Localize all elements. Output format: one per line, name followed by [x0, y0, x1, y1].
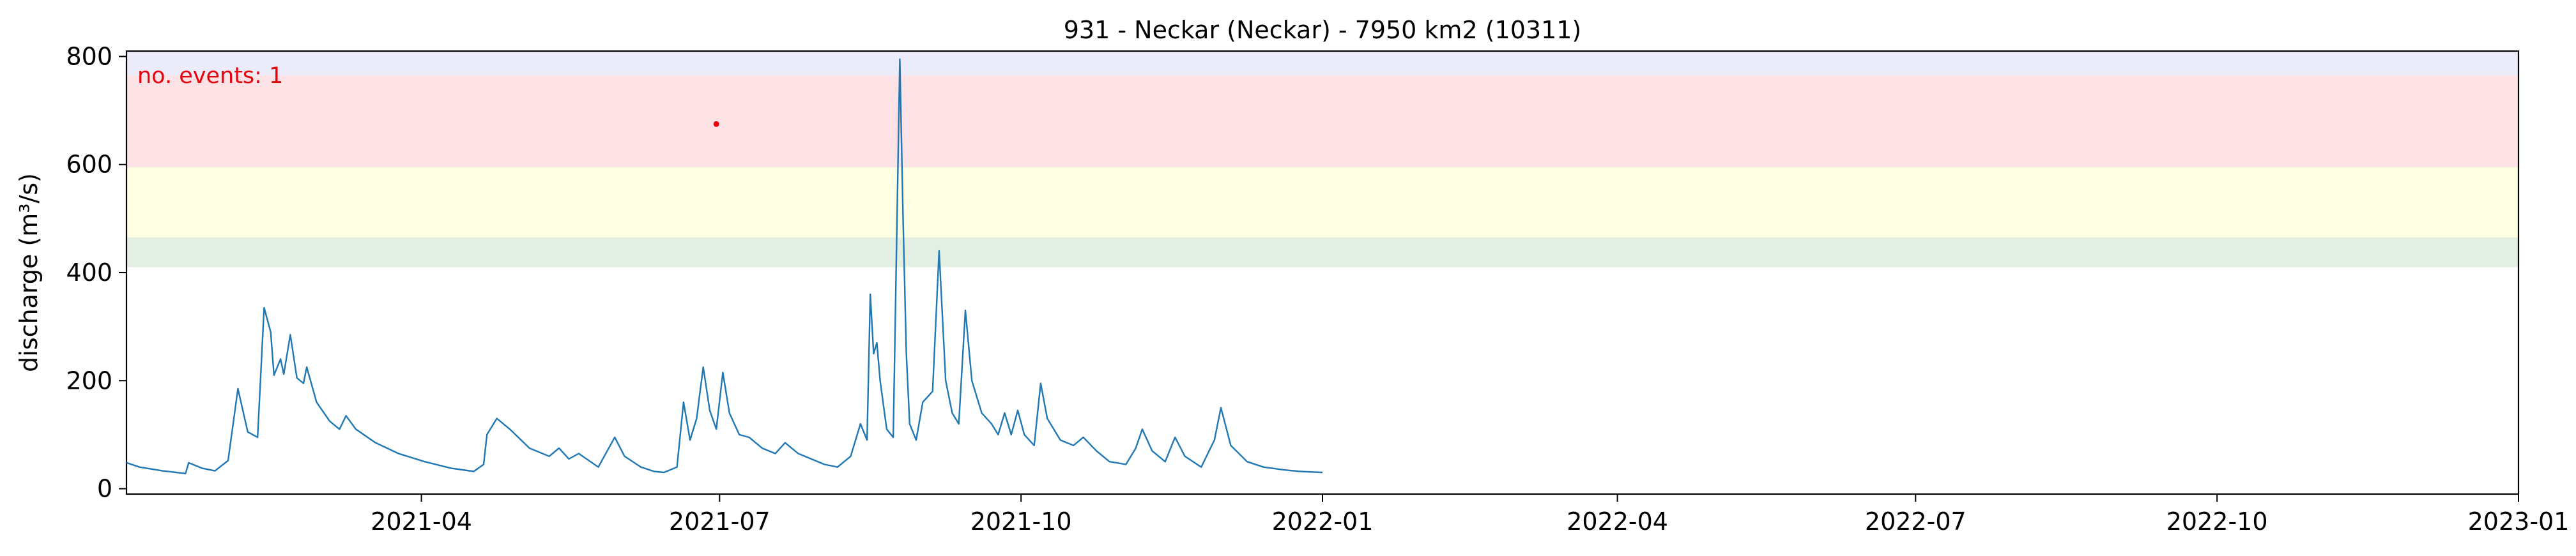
y-axis: 0 200 400 600 800 [66, 42, 126, 503]
y-tick-label-2: 200 [66, 366, 112, 394]
x-tick-label-1: 2021-04 [371, 507, 472, 536]
threshold-band-2 [126, 167, 2518, 237]
x-tick-label-4: 2022-01 [1272, 507, 1374, 536]
threshold-band-1 [126, 237, 2518, 267]
event-markers [713, 121, 719, 127]
x-tick-label-7: 2022-10 [2166, 507, 2268, 536]
y-axis-label: discharge (m³/s) [15, 173, 43, 372]
y-tick-label-4: 600 [66, 151, 112, 179]
threshold-band-3 [126, 75, 2518, 167]
event-marker-1 [713, 121, 719, 127]
y-tick-label-5: 800 [66, 42, 112, 70]
y-tick-label-3: 400 [66, 259, 112, 287]
x-tick-label-5: 2022-04 [1567, 507, 1668, 536]
chart-title: 931 - Neckar (Neckar) - 7950 km2 (10311) [1064, 16, 1582, 44]
y-tick-label-1: 0 [97, 475, 112, 503]
discharge-line [126, 58, 1323, 474]
x-tick-label-6: 2022-07 [1865, 507, 1966, 536]
x-tick-label-3: 2021-10 [970, 507, 1072, 536]
x-axis: 2021-04 2021-07 2021-10 2022-01 2022-04 2022-… [371, 494, 2569, 536]
threshold-bands [126, 51, 2518, 267]
events-count-annotation: no. events: 1 [137, 63, 283, 89]
x-tick-label-2: 2021-07 [669, 507, 770, 536]
threshold-band-4 [126, 51, 2518, 76]
x-tick-label-8: 2023-01 [2468, 507, 2570, 536]
